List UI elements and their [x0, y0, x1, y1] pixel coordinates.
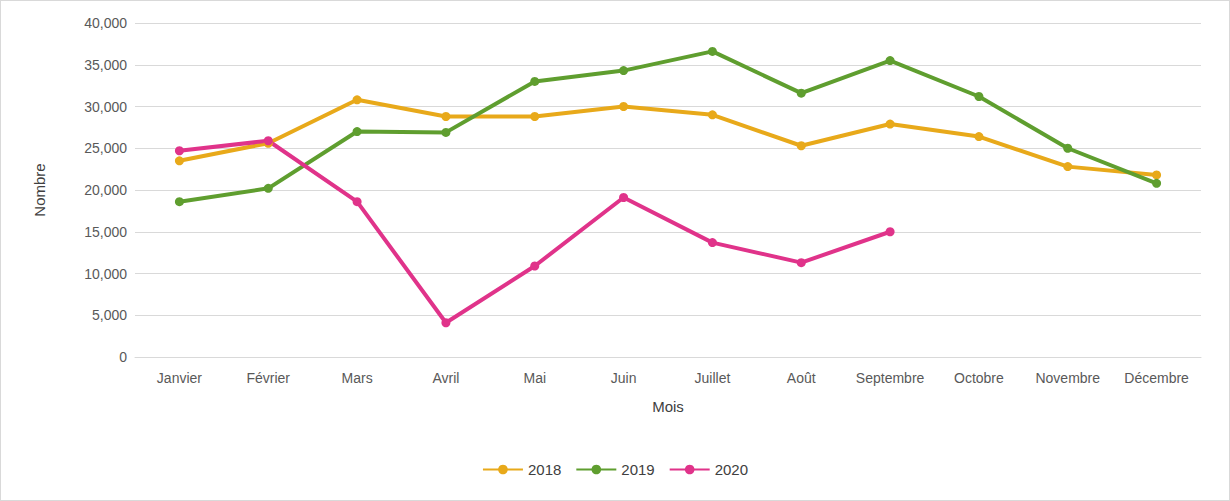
svg-text:Janvier: Janvier — [157, 370, 202, 386]
svg-text:Décembre: Décembre — [1124, 370, 1189, 386]
svg-text:20,000: 20,000 — [84, 182, 127, 198]
svg-text:Février: Février — [246, 370, 290, 386]
svg-text:30,000: 30,000 — [84, 99, 127, 115]
svg-text:Mars: Mars — [342, 370, 373, 386]
svg-text:Septembre: Septembre — [856, 370, 925, 386]
svg-text:Novembre: Novembre — [1035, 370, 1100, 386]
svg-text:Juillet: Juillet — [695, 370, 731, 386]
svg-text:5,000: 5,000 — [92, 307, 127, 323]
svg-text:35,000: 35,000 — [84, 57, 127, 73]
svg-text:Nombre: Nombre — [31, 163, 48, 216]
svg-text:15,000: 15,000 — [84, 224, 127, 240]
svg-text:Octobre: Octobre — [954, 370, 1004, 386]
svg-text:10,000: 10,000 — [84, 266, 127, 282]
svg-text:2020: 2020 — [715, 461, 748, 478]
svg-text:Avril: Avril — [432, 370, 459, 386]
svg-text:25,000: 25,000 — [84, 140, 127, 156]
svg-text:40,000: 40,000 — [84, 15, 127, 31]
svg-text:2019: 2019 — [621, 461, 654, 478]
svg-text:2018: 2018 — [528, 461, 561, 478]
svg-text:Mai: Mai — [523, 370, 546, 386]
svg-text:Juin: Juin — [611, 370, 637, 386]
svg-text:0: 0 — [119, 349, 127, 365]
svg-text:Mois: Mois — [652, 398, 684, 415]
svg-text:Août: Août — [787, 370, 816, 386]
